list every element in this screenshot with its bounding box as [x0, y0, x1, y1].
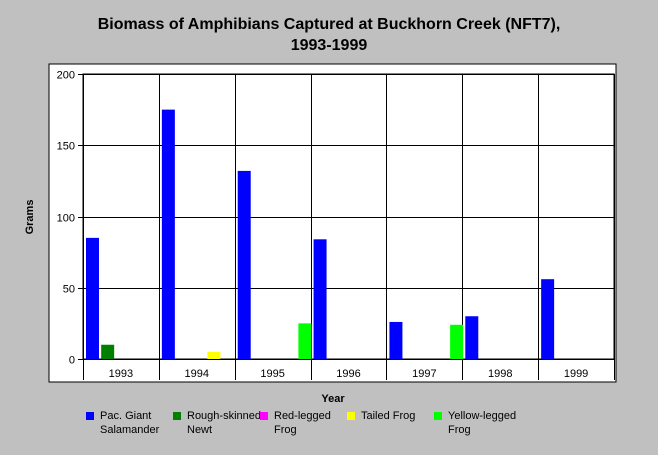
legend-swatch	[86, 412, 94, 420]
chart-title-line-1: Biomass of Amphibians Captured at Buckho…	[97, 16, 561, 33]
chart-title: Biomass of Amphibians Captured at Buckho…	[0, 14, 658, 56]
bar	[207, 351, 221, 359]
x-tick-label: 1998	[488, 368, 512, 380]
bar	[298, 323, 312, 359]
y-axis-title: Grams	[24, 200, 36, 235]
y-tick-label: 0	[69, 355, 75, 367]
bar	[237, 170, 251, 359]
bars	[86, 109, 555, 359]
bar	[465, 316, 479, 359]
bar	[389, 321, 403, 359]
y-tick-label: 100	[57, 213, 75, 225]
x-tick-label: 1999	[564, 368, 588, 380]
bar	[541, 279, 555, 359]
gridlines	[78, 73, 615, 380]
x-axis-title: Year	[321, 393, 345, 405]
bar	[450, 324, 464, 359]
legend-label: Rough-skinned Newt	[187, 410, 261, 436]
x-tick-label: 1993	[109, 368, 133, 380]
legend-label: Pac. Giant Salamander	[100, 410, 160, 436]
bar	[101, 344, 115, 359]
y-axis-ticks: 0 50 100 150 200	[57, 70, 75, 367]
bar	[161, 109, 175, 359]
bar	[313, 239, 327, 359]
x-tick-label: 1996	[336, 368, 360, 380]
legend-swatch	[260, 412, 268, 420]
bar	[86, 237, 99, 359]
x-tick-label: 1997	[412, 368, 436, 380]
y-tick-label: 50	[63, 284, 75, 296]
plot-frame	[48, 63, 617, 383]
legend-swatch	[173, 412, 181, 420]
x-tick-label: 1995	[260, 368, 284, 380]
legend-swatch	[434, 412, 442, 420]
chart-title-line-2: 1993-1999	[290, 37, 368, 54]
legend-swatch	[347, 412, 355, 420]
x-axis-ticks: 1993 1994 1995 1996 1997 1998 1999	[109, 368, 589, 380]
y-tick-label: 200	[57, 70, 75, 82]
legend-label: Tailed Frog	[361, 410, 416, 422]
x-tick-label: 1994	[185, 368, 209, 380]
legend-label: Yellow-legged Frog	[448, 410, 517, 436]
y-tick-label: 150	[57, 141, 75, 153]
legend-label: Red-legged Frog	[274, 410, 331, 436]
